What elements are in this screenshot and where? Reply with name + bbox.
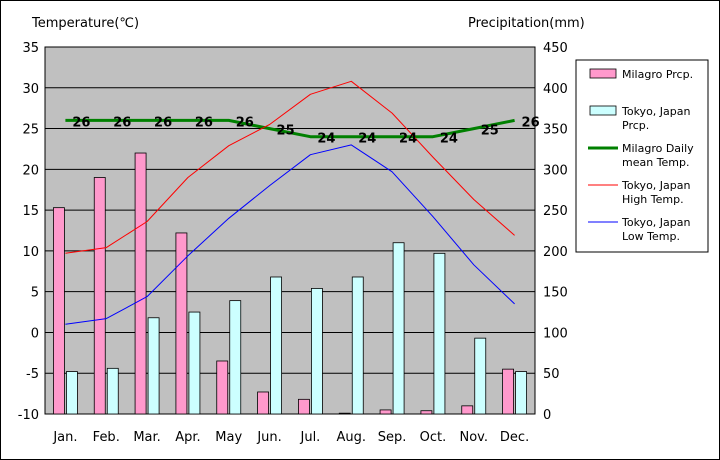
precip-bar: [311, 288, 323, 415]
right-tick-label: 100: [543, 326, 568, 341]
legend-label: Tokyo, Japan: [621, 179, 690, 192]
month-label: Jun.: [256, 430, 281, 445]
month-label: Feb.: [93, 430, 120, 445]
legend-box: [575, 59, 709, 253]
month-label: Jan.: [52, 430, 77, 445]
mean-temp-label: 26: [236, 115, 254, 130]
temp-line: [65, 144, 515, 325]
legend-label: Low Temp.: [622, 230, 680, 243]
month-labels: Jan. Feb. Mar. Apr. May Jun. Jul. Aug. Sep. Oct. N…: [52, 430, 529, 445]
mean-temp-label: 26: [72, 115, 90, 130]
left-tick-label: -5: [26, 367, 39, 382]
right-axis-title: Precipitation(mm): [468, 16, 585, 31]
mean-temp-line: [65, 118, 515, 139]
mean-temp-label: 26: [113, 115, 131, 130]
left-tick-label: 35: [22, 41, 39, 56]
legend-label: Tokyo, Japan: [621, 105, 690, 118]
month-label: Oct.: [420, 430, 447, 445]
right-tick-label: 0: [543, 408, 551, 423]
left-tick-label: 5: [31, 286, 39, 301]
mean-temp-label: 24: [317, 132, 335, 147]
month-label: Sep.: [378, 430, 407, 445]
month-label: Mar.: [133, 430, 160, 445]
mean-temp-label: 24: [440, 132, 458, 147]
precip-bar: [175, 232, 188, 415]
precip-bar: [474, 337, 487, 415]
legend-label: High Temp.: [622, 193, 684, 206]
mean-temp-label: 24: [358, 132, 376, 147]
month-label: Dec.: [500, 430, 529, 445]
month-label: May: [215, 430, 242, 445]
mean-temp-label: 24: [399, 132, 417, 147]
legend-label: mean Temp.: [622, 156, 690, 169]
mean-temp-label: 26: [195, 115, 213, 130]
grid-lines: [45, 87, 535, 374]
right-tick-label: 450: [543, 41, 568, 56]
precip-bar: [53, 207, 65, 415]
precip-bar: [392, 242, 405, 415]
month-label: Jul.: [300, 430, 321, 445]
precip-bar: [229, 300, 242, 415]
mean-temp-label: 26: [522, 115, 540, 130]
legend-label: Tokyo, Japan: [621, 216, 690, 229]
precip-bar: [66, 371, 78, 415]
precip-bar: [257, 391, 269, 415]
precip-bar: [379, 409, 392, 415]
mean-temp-label: 26: [154, 115, 172, 130]
precip-bar: [515, 371, 527, 415]
precip-bar: [106, 367, 119, 415]
right-tick-label: 250: [543, 204, 568, 219]
right-tick-label: 400: [543, 82, 568, 97]
month-label: Nov.: [460, 430, 489, 445]
legend-swatch: [589, 105, 617, 116]
right-tick-labels: 450 400 350 300 250 200 150 100 50 0: [543, 41, 568, 423]
precip-bar: [298, 398, 310, 415]
left-axis-title: Temperature(℃): [31, 16, 139, 31]
left-tick-labels: 35 30 25 20 15 10 5 0 -5 -10: [18, 41, 39, 423]
precip-bar: [502, 368, 514, 415]
mean-temp-labels: 26 26 26 26 26 25 24 24 24 24 25 26: [72, 115, 539, 146]
left-tick-label: -10: [18, 408, 39, 423]
legend-swatch: [589, 68, 617, 79]
precip-bar: [420, 410, 433, 415]
precip-bar: [338, 412, 351, 415]
mean-temp-label: 25: [277, 124, 295, 139]
right-tick-label: 350: [543, 123, 568, 138]
right-tick-label: 300: [543, 163, 568, 178]
precip-bar: [93, 177, 106, 415]
month-label: Aug.: [336, 430, 366, 445]
left-tick-label: 30: [22, 82, 39, 97]
precip-bar: [351, 276, 364, 415]
left-tick-label: 15: [22, 204, 39, 219]
precipitation-bars: [53, 152, 527, 415]
right-tick-label: 50: [543, 367, 560, 382]
precip-bar: [134, 152, 147, 415]
temp-line: [65, 80, 515, 254]
precip-bar: [216, 360, 229, 415]
mean-temp-label: 25: [481, 124, 499, 139]
precip-bar: [433, 252, 446, 415]
temperature-lines: [65, 80, 515, 325]
month-label: Apr.: [175, 430, 200, 445]
left-tick-label: 20: [22, 163, 39, 178]
precip-bar: [147, 317, 160, 415]
left-tick-label: 0: [31, 326, 39, 341]
precip-bar: [188, 311, 201, 415]
left-tick-label: 25: [22, 123, 39, 138]
right-tick-label: 150: [543, 286, 568, 301]
precip-bar: [270, 276, 282, 415]
precip-bar: [461, 405, 474, 415]
right-tick-label: 200: [543, 245, 568, 260]
legend-label: Milagro Prcp.: [622, 68, 693, 81]
legend-label: Prcp.: [622, 119, 649, 132]
left-tick-label: 10: [22, 245, 39, 260]
legend-label: Milagro Daily: [622, 142, 694, 155]
plot-area: [44, 46, 536, 415]
